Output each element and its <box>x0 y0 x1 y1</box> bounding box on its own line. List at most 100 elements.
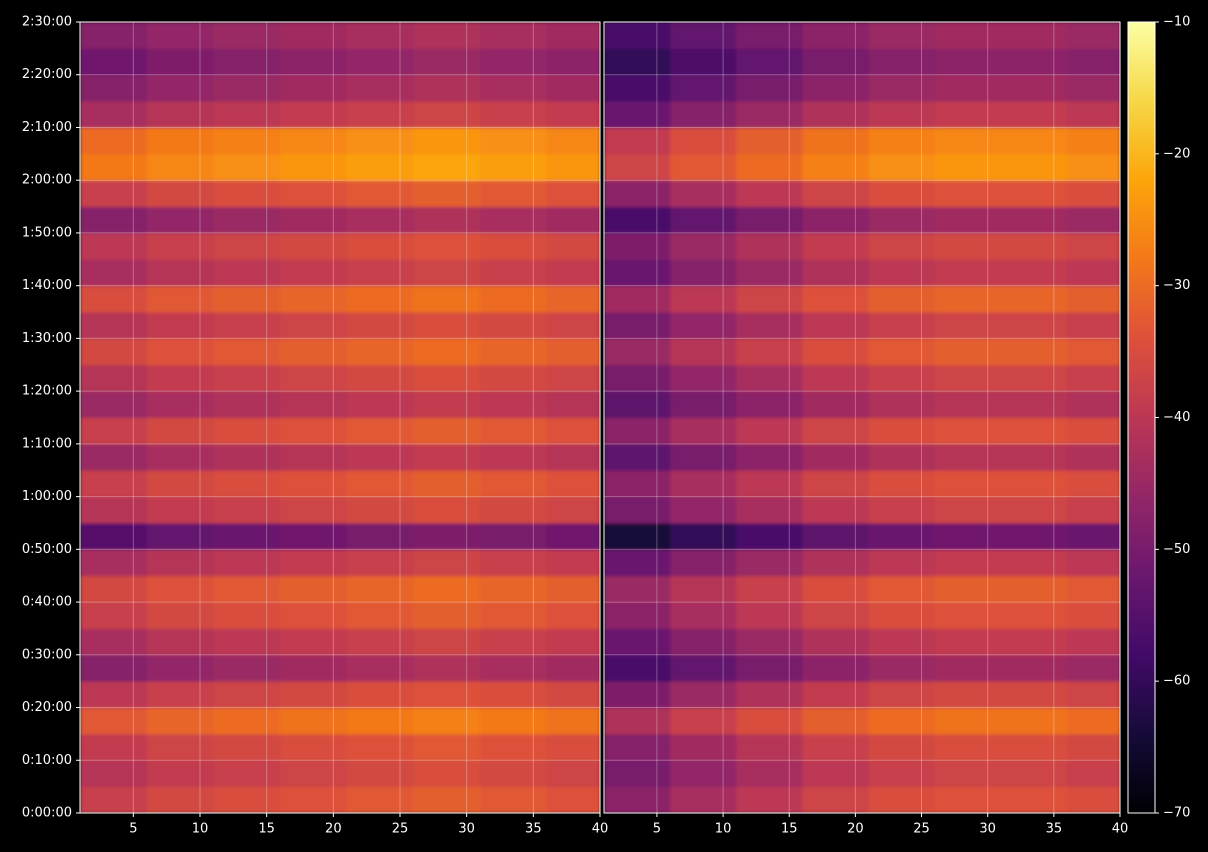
heat-cell <box>1000 417 1068 445</box>
heat-cell <box>868 786 936 813</box>
heat-cell <box>346 153 414 181</box>
heat-cell <box>413 48 481 76</box>
heat-cell <box>346 628 414 656</box>
heat-cell <box>546 549 600 577</box>
heat-cell <box>1067 153 1120 181</box>
heat-cell <box>280 549 348 577</box>
heat-cell <box>1067 443 1120 471</box>
heat-cell <box>868 74 936 102</box>
heat-cell <box>1000 681 1068 709</box>
heat-cell <box>1067 48 1120 76</box>
heat-cell <box>604 760 671 788</box>
heat-cell <box>346 707 414 735</box>
heat-cell <box>736 628 803 656</box>
heat-cell <box>1000 470 1068 498</box>
heat-cell <box>868 153 936 181</box>
heat-cell <box>802 443 870 471</box>
heat-cell <box>413 443 481 471</box>
heat-cell <box>413 602 481 629</box>
heat-cell <box>346 496 414 524</box>
heat-cell <box>80 391 148 418</box>
heat-cell <box>146 786 214 813</box>
heat-cell <box>280 206 348 234</box>
heat-cell <box>604 22 671 49</box>
heat-cell <box>1067 760 1120 788</box>
heat-cell <box>213 681 281 709</box>
heat-cell <box>868 760 936 788</box>
heat-cell <box>802 654 870 682</box>
heatmap-cells <box>80 22 600 813</box>
heat-cell <box>934 180 1002 208</box>
heat-cell <box>736 549 803 577</box>
heatmap-inner <box>604 22 1120 813</box>
heat-cell <box>868 364 936 392</box>
heat-cell <box>670 22 737 49</box>
heat-cell <box>413 681 481 709</box>
heat-cell <box>346 522 414 550</box>
heat-cell <box>413 74 481 102</box>
heat-cell <box>736 22 803 49</box>
colorbar <box>1127 21 1156 814</box>
heat-cell <box>670 391 737 418</box>
heat-cell <box>213 338 281 366</box>
heat-cell <box>413 575 481 603</box>
heat-cell <box>604 259 671 287</box>
heat-cell <box>480 180 548 208</box>
heat-cell <box>670 232 737 260</box>
heat-cell <box>736 127 803 155</box>
heat-cell <box>346 786 414 813</box>
heat-cell <box>213 285 281 313</box>
heat-cell <box>934 496 1002 524</box>
heat-cell <box>546 733 600 761</box>
heat-cell <box>670 259 737 287</box>
heat-cell <box>802 496 870 524</box>
heat-cell <box>146 628 214 656</box>
heat-cell <box>802 786 870 813</box>
heat-cell <box>802 153 870 181</box>
x-tick-label: 20 <box>847 822 864 837</box>
heat-cell <box>736 206 803 234</box>
heat-cell <box>413 760 481 788</box>
heat-cell <box>1067 391 1120 418</box>
heat-cell <box>1000 206 1068 234</box>
heat-cell <box>1067 470 1120 498</box>
heat-cell <box>934 549 1002 577</box>
heat-cell <box>346 22 414 49</box>
heat-cell <box>604 364 671 392</box>
heat-cell <box>213 654 281 682</box>
heat-cell <box>868 101 936 128</box>
heat-cell <box>1067 127 1120 155</box>
heat-cell <box>670 786 737 813</box>
heat-cell <box>868 681 936 709</box>
y-tick-label: 0:40:00 <box>22 595 72 610</box>
heat-cell <box>868 654 936 682</box>
heat-cell <box>480 654 548 682</box>
heat-cell <box>480 443 548 471</box>
heat-cell <box>670 206 737 234</box>
heat-cell <box>868 180 936 208</box>
heat-cell <box>1000 654 1068 682</box>
heat-cell <box>346 312 414 339</box>
heat-cell <box>480 522 548 550</box>
heat-cell <box>546 338 600 366</box>
heat-cell <box>146 522 214 550</box>
y-tick-label: 2:10:00 <box>22 120 72 135</box>
heat-cell <box>1067 101 1120 128</box>
x-tick-label: 40 <box>592 822 609 837</box>
y-tick-label: 0:20:00 <box>22 700 72 715</box>
heat-cell <box>480 338 548 366</box>
heat-cell <box>1000 338 1068 366</box>
heat-cell <box>1000 549 1068 577</box>
heat-cell <box>213 707 281 735</box>
heat-cell <box>213 101 281 128</box>
heat-cell <box>480 312 548 339</box>
colorbar-tick-label: −50 <box>1163 542 1190 557</box>
heat-cell <box>868 470 936 498</box>
heat-cell <box>413 496 481 524</box>
heat-cell <box>1000 522 1068 550</box>
heat-cell <box>1000 496 1068 524</box>
heat-cell <box>934 681 1002 709</box>
heat-cell <box>346 391 414 418</box>
heat-cell <box>346 232 414 260</box>
heat-cell <box>80 232 148 260</box>
